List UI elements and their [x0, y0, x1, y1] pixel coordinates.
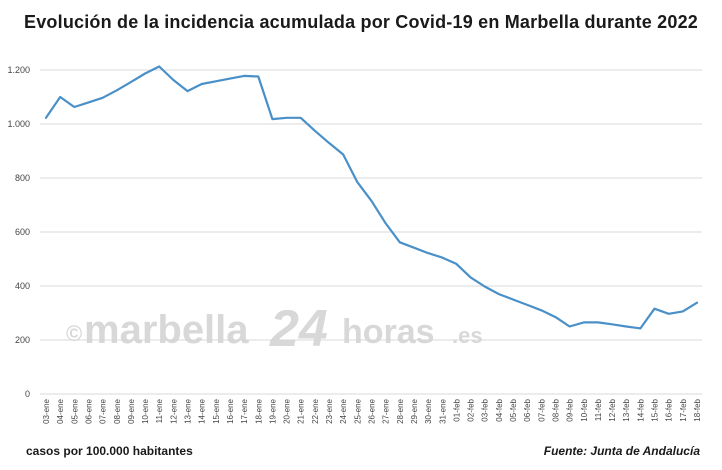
x-tick-label: 18-feb [693, 398, 702, 421]
x-tick-label: 15-feb [651, 398, 660, 421]
y-tick-label: 600 [15, 227, 30, 237]
x-tick-label: 14-feb [636, 398, 645, 421]
x-tick-label: 05-ene [70, 398, 79, 423]
x-tick-label: 07-ene [99, 398, 108, 423]
x-tick-label: 12-feb [608, 398, 617, 421]
x-tick-label: 22-ene [311, 398, 320, 423]
x-tick-label: 06-feb [523, 398, 532, 421]
gridlines [40, 69, 702, 395]
watermark-logo: © marbella 24 horas .es [66, 300, 483, 358]
y-tick-label: 200 [15, 335, 30, 345]
x-tick-label: 26-ene [368, 398, 377, 423]
x-tick-label: 01-feb [452, 398, 461, 421]
y-tick-label: 0 [25, 389, 30, 399]
y-axis-ticks: 0 200 400 600 800 1.000 1.200 [7, 65, 30, 399]
x-tick-label: 04-feb [495, 398, 504, 421]
x-tick-label: 10-feb [580, 398, 589, 421]
y-tick-label: 1.000 [7, 119, 30, 129]
chart-title: Evolución de la incidencia acumulada por… [24, 12, 698, 32]
x-tick-label: 23-ene [325, 398, 334, 423]
x-tick-label: 16-feb [665, 398, 674, 421]
x-tick-label: 30-ene [424, 398, 433, 423]
x-tick-label: 12-ene [169, 398, 178, 423]
x-tick-label: 11-ene [155, 398, 164, 423]
x-tick-label: 10-ene [141, 398, 150, 423]
x-tick-label: 31-ene [438, 398, 447, 423]
x-tick-label: 20-ene [283, 398, 292, 423]
x-tick-label: 03-ene [42, 398, 51, 423]
x-tick-label: 08-ene [113, 398, 122, 423]
x-tick-label: 14-ene [198, 398, 207, 423]
watermark-suffix: horas [342, 313, 435, 351]
x-tick-label: 02-feb [467, 398, 476, 421]
x-tick-label: 09-feb [566, 398, 575, 421]
x-tick-label: 05-feb [509, 398, 518, 421]
watermark-brand: marbella [84, 308, 249, 352]
x-tick-label: 04-ene [56, 398, 65, 423]
watermark-number: 24 [269, 300, 328, 358]
x-tick-label: 15-ene [212, 398, 221, 423]
x-tick-label: 11-feb [594, 398, 603, 421]
x-tick-label: 17-ene [240, 398, 249, 423]
y-tick-label: 800 [15, 173, 30, 183]
x-tick-label: 03-feb [481, 398, 490, 421]
x-tick-label: 19-ene [268, 398, 277, 423]
x-tick-label: 13-ene [184, 398, 193, 423]
units-note: casos por 100.000 habitantes [26, 444, 193, 458]
series-line [44, 65, 699, 330]
x-tick-label: 16-ene [226, 398, 235, 423]
watermark-tld: .es [452, 323, 483, 348]
x-tick-label: 29-ene [410, 398, 419, 423]
x-tick-label: 18-ene [254, 398, 263, 423]
x-tick-label: 09-ene [127, 398, 136, 423]
x-tick-label: 21-ene [297, 398, 306, 423]
x-tick-label: 07-feb [537, 398, 546, 421]
x-tick-label: 08-feb [551, 398, 560, 421]
y-tick-label: 400 [15, 281, 30, 291]
source-note: Fuente: Junta de Andalucía [543, 444, 700, 458]
x-tick-label: 27-ene [382, 398, 391, 423]
x-tick-label: 06-ene [84, 398, 93, 423]
y-tick-label: 1.200 [7, 65, 30, 75]
x-axis-ticks: 03-ene 04-ene 05-ene 06-ene 07-ene 08-ene 09-e… [42, 398, 702, 423]
watermark-copyright: © [66, 321, 82, 346]
x-tick-label: 24-ene [339, 398, 348, 423]
x-tick-label: 28-ene [396, 398, 405, 423]
x-tick-label: 17-feb [679, 398, 688, 421]
x-tick-label: 13-feb [622, 398, 631, 421]
x-tick-label: 25-ene [353, 398, 362, 423]
